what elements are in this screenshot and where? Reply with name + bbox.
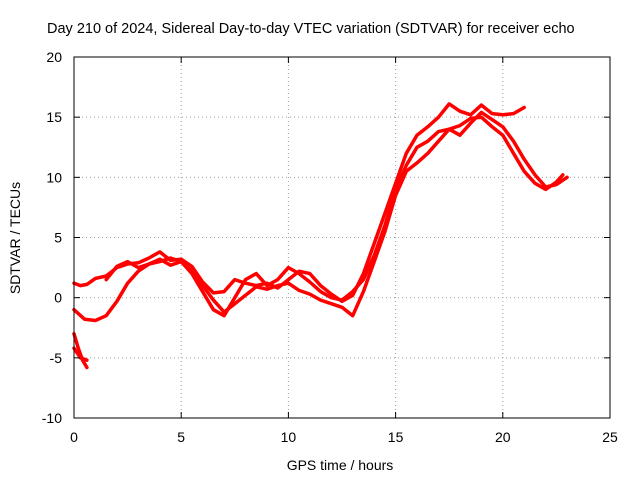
x-tick-label: 0 [70, 429, 78, 445]
y-axis-label: SDTVAR / TECUs [7, 182, 23, 294]
series-layer [72, 102, 569, 370]
x-tick-label: 5 [177, 429, 185, 445]
y-tick-label: 15 [46, 109, 62, 125]
x-tick-label: 20 [495, 429, 511, 445]
grid-lines [74, 57, 610, 418]
x-tick-label: 25 [602, 429, 618, 445]
y-tick-label: 5 [54, 230, 62, 246]
y-tick-label: 10 [46, 169, 62, 185]
x-tick-label: 10 [281, 429, 297, 445]
y-tick-label: -5 [50, 350, 63, 366]
y-tick-label: 0 [54, 290, 62, 306]
y-tick-label: 20 [46, 49, 62, 65]
x-tick-label: 15 [388, 429, 404, 445]
series-line-trace-d [72, 332, 89, 370]
x-axis-label: GPS time / hours [287, 457, 394, 473]
series-line-trace-e [72, 346, 89, 362]
axis-ticks: 0 5 10 15 20 25 -10 -5 0 5 10 15 20 [42, 49, 618, 445]
y-tick-label: -10 [42, 410, 62, 426]
series-line-trace-c [104, 110, 569, 318]
series-line-trace-a [72, 102, 526, 304]
chart-title: Day 210 of 2024, Sidereal Day-to-day VTE… [47, 21, 575, 37]
